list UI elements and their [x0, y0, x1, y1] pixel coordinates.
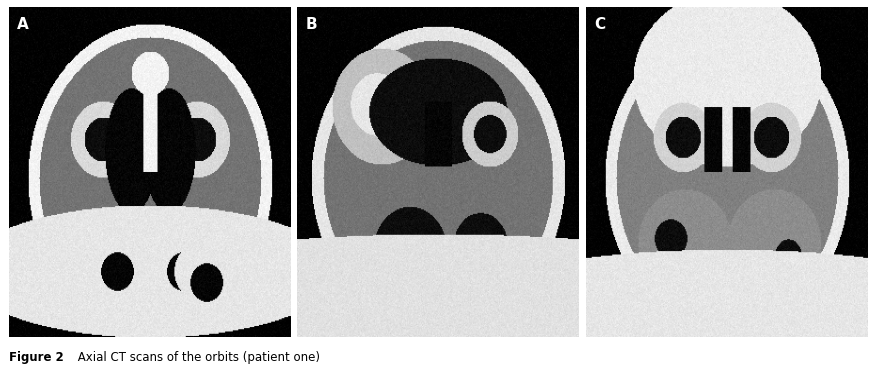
- Text: Figure 2: Figure 2: [9, 351, 64, 364]
- Text: A: A: [18, 17, 29, 32]
- Text: C: C: [595, 17, 605, 32]
- Text: Axial CT scans of the orbits (patient one): Axial CT scans of the orbits (patient on…: [73, 351, 319, 364]
- Text: B: B: [306, 17, 318, 32]
